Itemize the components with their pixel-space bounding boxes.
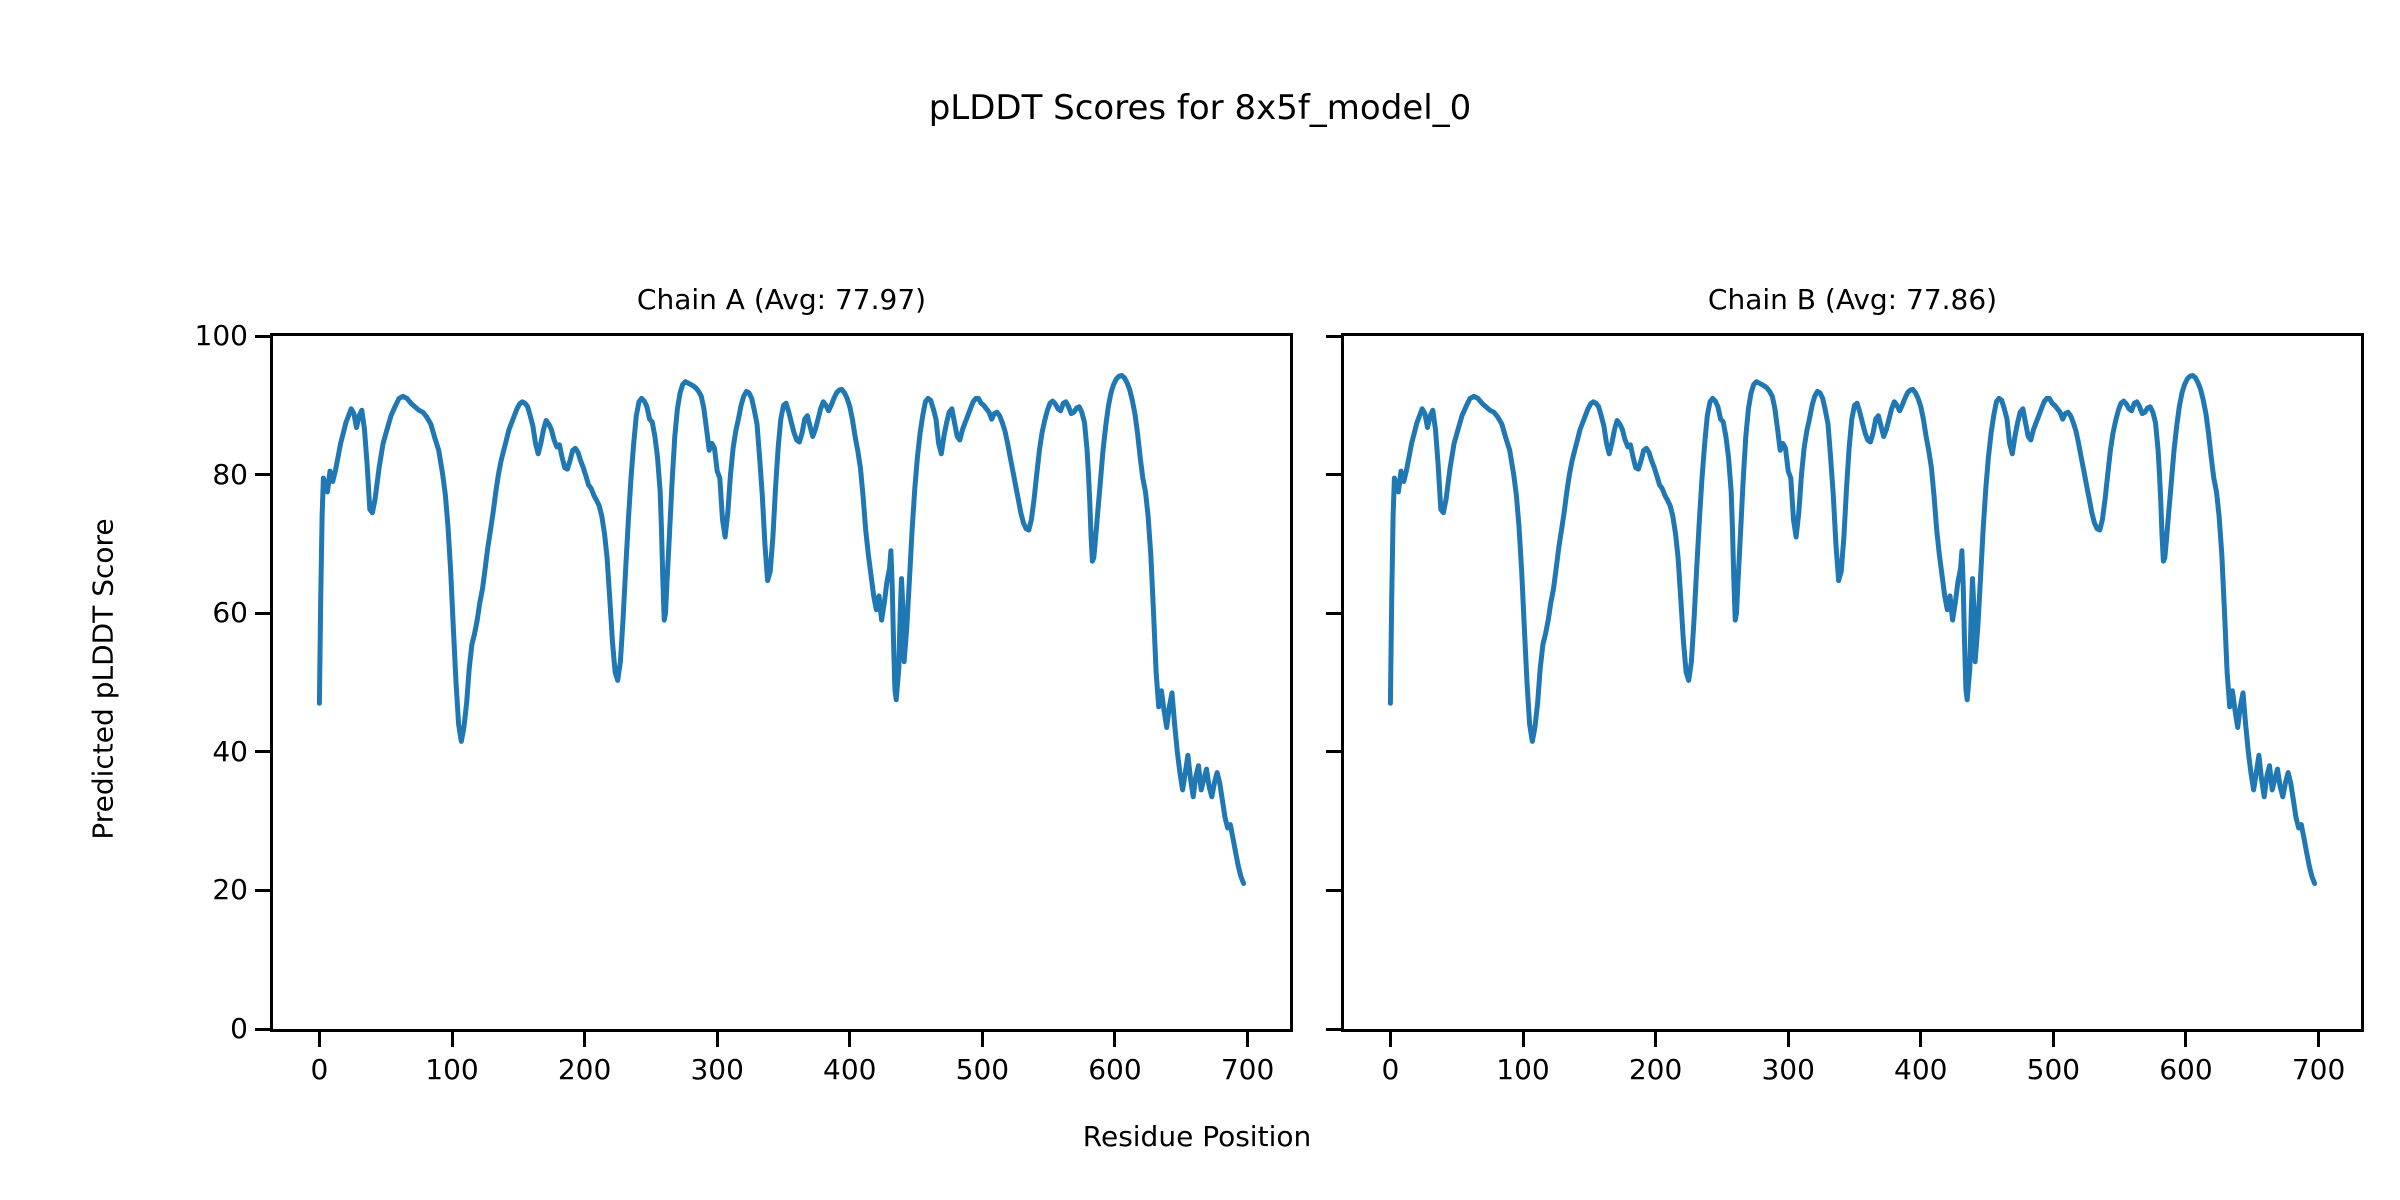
y-tick	[255, 1027, 270, 1031]
y-tick	[1326, 611, 1341, 615]
x-tick	[2184, 1032, 2188, 1047]
figure-title: pLDDT Scores for 8x5f_model_0	[928, 88, 1472, 128]
x-tick-label: 0	[1381, 1053, 1400, 1086]
x-tick	[317, 1032, 321, 1047]
x-tick-label: 100	[1496, 1053, 1550, 1086]
y-tick	[255, 611, 270, 615]
y-tick	[255, 473, 270, 477]
x-tick-label: 100	[425, 1053, 479, 1086]
chain-a-line-plot	[316, 373, 1247, 886]
y-tick	[1326, 334, 1341, 338]
x-tick-label: 200	[1628, 1053, 1683, 1086]
y-tick-label: 100	[194, 319, 248, 352]
chain-a-plddt-line	[316, 373, 1247, 886]
x-tick	[450, 1032, 454, 1047]
x-tick-label: 500	[2026, 1053, 2081, 1086]
y-tick-label: 0	[230, 1012, 248, 1045]
x-tick-label: 700	[1220, 1053, 1275, 1086]
x-tick-label: 600	[1088, 1053, 1142, 1086]
y-tick-label: 20	[212, 873, 248, 907]
x-tick	[1521, 1032, 1525, 1047]
x-tick	[2317, 1032, 2321, 1047]
x-tick-label: 300	[1761, 1053, 1815, 1086]
y-tick-label: 40	[212, 734, 248, 768]
y-tick	[1326, 750, 1341, 754]
chain-b-title: Chain B (Avg: 77.86)	[1707, 283, 1998, 316]
y-tick	[1326, 473, 1341, 477]
y-tick	[255, 888, 270, 892]
x-tick	[848, 1032, 852, 1047]
x-tick-label: 200	[557, 1053, 612, 1086]
x-tick-label: 400	[1894, 1053, 1948, 1086]
y-tick	[1326, 1027, 1341, 1031]
x-tick	[1388, 1032, 1392, 1047]
x-tick	[715, 1032, 719, 1047]
x-tick	[1113, 1032, 1117, 1047]
x-tick	[583, 1032, 587, 1047]
y-axis-label: Predicted pLDDT Score	[86, 518, 120, 840]
x-tick	[1786, 1032, 1790, 1047]
y-tick	[255, 750, 270, 754]
x-tick	[1246, 1032, 1250, 1047]
x-tick-label: 300	[690, 1053, 744, 1086]
chain-a-axes: Chain A (Avg: 77.97) 0 100 200 300 400 500 600…	[195, 283, 1293, 1086]
x-tick-label: 0	[310, 1053, 329, 1086]
x-tick	[980, 1032, 984, 1047]
chain-b-plddt-line	[1387, 373, 2318, 886]
x-tick	[2051, 1032, 2055, 1047]
y-tick-label: 80	[212, 457, 248, 491]
x-tick-label: 400	[823, 1053, 877, 1086]
y-tick	[1326, 888, 1341, 892]
x-tick-label: 600	[2159, 1053, 2213, 1086]
x-tick	[1919, 1032, 1923, 1047]
y-tick-label: 60	[212, 596, 248, 630]
x-axis-label: Residue Position	[1082, 1120, 1312, 1153]
x-tick-label: 500	[955, 1053, 1010, 1086]
y-tick	[255, 334, 270, 338]
chain-b-axes: Chain B (Avg: 77.86) 0 100 200 300 400 500 600…	[1326, 283, 2364, 1086]
chain-b-line-plot	[1387, 373, 2318, 886]
x-tick-label: 700	[2291, 1053, 2346, 1086]
chain-a-title: Chain A (Avg: 77.97)	[636, 283, 927, 316]
x-tick	[1654, 1032, 1658, 1047]
